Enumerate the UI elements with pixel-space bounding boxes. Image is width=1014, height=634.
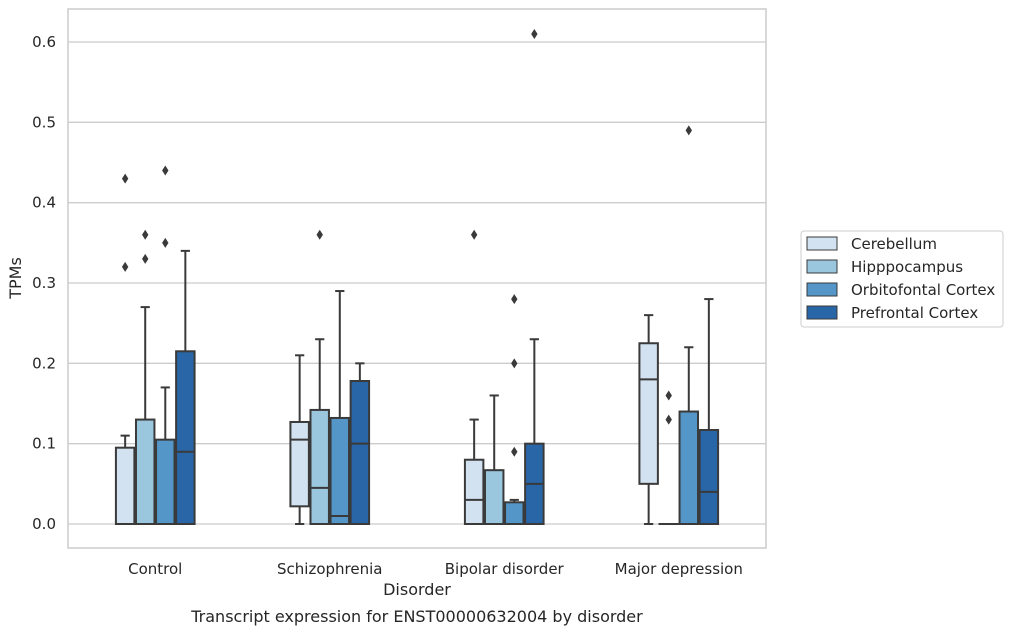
outlier-point: [511, 358, 518, 369]
box-group: [463, 229, 485, 526]
box-group: [638, 314, 659, 525]
box: [114, 446, 136, 525]
legend-swatch: [806, 236, 838, 251]
box-group: [289, 354, 310, 525]
box-group: [349, 362, 371, 525]
box: [504, 501, 525, 525]
legend-label: Cerebellum: [851, 235, 937, 253]
legend-label: Hipppocampus: [851, 258, 963, 276]
outlier-point: [121, 173, 129, 184]
box: [698, 429, 720, 526]
box-group: [698, 298, 720, 526]
box: [134, 418, 156, 526]
box-group: [175, 249, 196, 525]
x-tick-label: Schizophrenia: [277, 560, 382, 578]
box-group: [309, 229, 330, 525]
y-tick-label: 0.1: [32, 435, 56, 453]
outlier-point: [121, 261, 129, 272]
x-tick-label: Control: [128, 560, 182, 578]
box: [638, 342, 659, 485]
outlier-point: [685, 125, 692, 136]
box-group: [658, 390, 679, 526]
box-group: [504, 294, 525, 525]
box: [155, 438, 176, 525]
box-group: [114, 173, 136, 525]
y-tick-labels: 0.0 0.1 0.2 0.3 0.4 0.5 0.6: [32, 33, 56, 533]
x-tick-labels: Control Schizophrenia Bipolar disorder Majo…: [128, 560, 743, 578]
outlier-point: [470, 229, 478, 240]
legend-swatch: [806, 259, 838, 274]
y-tick-label: 0.2: [32, 354, 56, 372]
legend-label: Orbitofontal Cortex: [851, 281, 995, 299]
legend-swatch: [806, 282, 838, 297]
box: [349, 380, 371, 525]
y-tick-label: 0.5: [32, 113, 56, 131]
outlier-point: [665, 390, 672, 401]
box-group: [524, 28, 545, 525]
box: [678, 410, 700, 525]
box: [483, 469, 505, 525]
legend: Cerebellum Hipppocampus Orbitofontal Corte…: [800, 230, 1004, 328]
box-group: [678, 125, 700, 525]
y-tick-label: 0.6: [32, 33, 56, 51]
x-tick-label: Major depression: [615, 560, 743, 578]
x-axis-label: Disorder: [383, 580, 451, 599]
box: [329, 416, 351, 525]
outlier-point: [665, 414, 672, 425]
box-group: [155, 165, 176, 525]
box-group: [483, 394, 505, 525]
box-layer: [114, 28, 720, 526]
box-group: [329, 290, 351, 525]
y-tick-label: 0.4: [32, 194, 56, 212]
legend-frame: [800, 230, 1004, 328]
y-tick-label: 0.3: [32, 274, 56, 292]
outlier-point: [531, 28, 538, 39]
outlier-point: [162, 165, 169, 176]
box-group: [134, 229, 156, 526]
outlier-point: [162, 237, 169, 248]
outlier-point: [316, 229, 323, 240]
box: [175, 350, 196, 525]
plot-frame: [67, 8, 767, 549]
chart-caption: Transcript expression for ENST0000063200…: [190, 607, 643, 626]
outlier-point: [142, 253, 149, 264]
y-axis-label: TPMs: [6, 257, 25, 300]
x-tick-label: Bipolar disorder: [445, 560, 565, 578]
legend-label: Prefrontal Cortex: [851, 304, 978, 322]
outlier-point: [142, 229, 149, 240]
y-tick-label: 0.0: [32, 515, 56, 533]
box: [309, 408, 330, 525]
box: [463, 458, 485, 526]
legend-swatch: [806, 305, 838, 320]
outlier-point: [511, 446, 518, 457]
box: [289, 420, 310, 508]
outlier-point: [511, 294, 518, 305]
